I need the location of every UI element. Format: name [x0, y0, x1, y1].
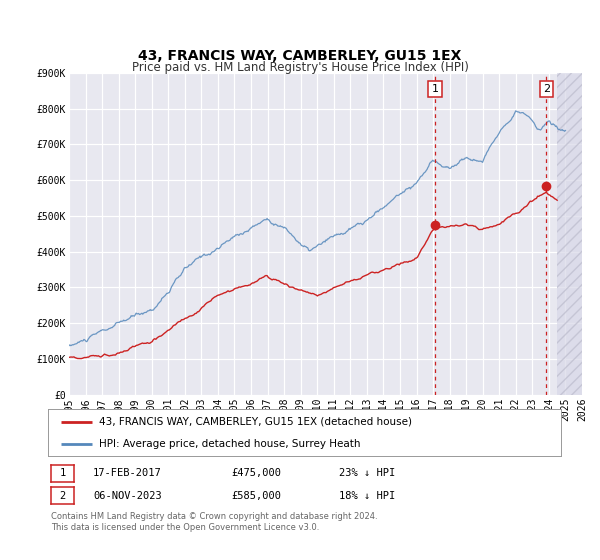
Text: 18% ↓ HPI: 18% ↓ HPI [339, 491, 395, 501]
Text: 2: 2 [59, 491, 65, 501]
Text: 1: 1 [431, 84, 439, 94]
Text: 1: 1 [59, 468, 65, 478]
Text: Contains HM Land Registry data © Crown copyright and database right 2024.
This d: Contains HM Land Registry data © Crown c… [51, 512, 377, 532]
Text: Price paid vs. HM Land Registry's House Price Index (HPI): Price paid vs. HM Land Registry's House … [131, 61, 469, 74]
Text: 2: 2 [542, 84, 550, 94]
Text: £585,000: £585,000 [231, 491, 281, 501]
Text: HPI: Average price, detached house, Surrey Heath: HPI: Average price, detached house, Surr… [100, 438, 361, 449]
Text: 06-NOV-2023: 06-NOV-2023 [93, 491, 162, 501]
Bar [557, 73, 582, 395]
Text: 23% ↓ HPI: 23% ↓ HPI [339, 468, 395, 478]
Text: 43, FRANCIS WAY, CAMBERLEY, GU15 1EX (detached house): 43, FRANCIS WAY, CAMBERLEY, GU15 1EX (de… [100, 417, 412, 427]
Text: 17-FEB-2017: 17-FEB-2017 [93, 468, 162, 478]
Text: 43, FRANCIS WAY, CAMBERLEY, GU15 1EX: 43, FRANCIS WAY, CAMBERLEY, GU15 1EX [139, 49, 461, 63]
Text: £475,000: £475,000 [231, 468, 281, 478]
